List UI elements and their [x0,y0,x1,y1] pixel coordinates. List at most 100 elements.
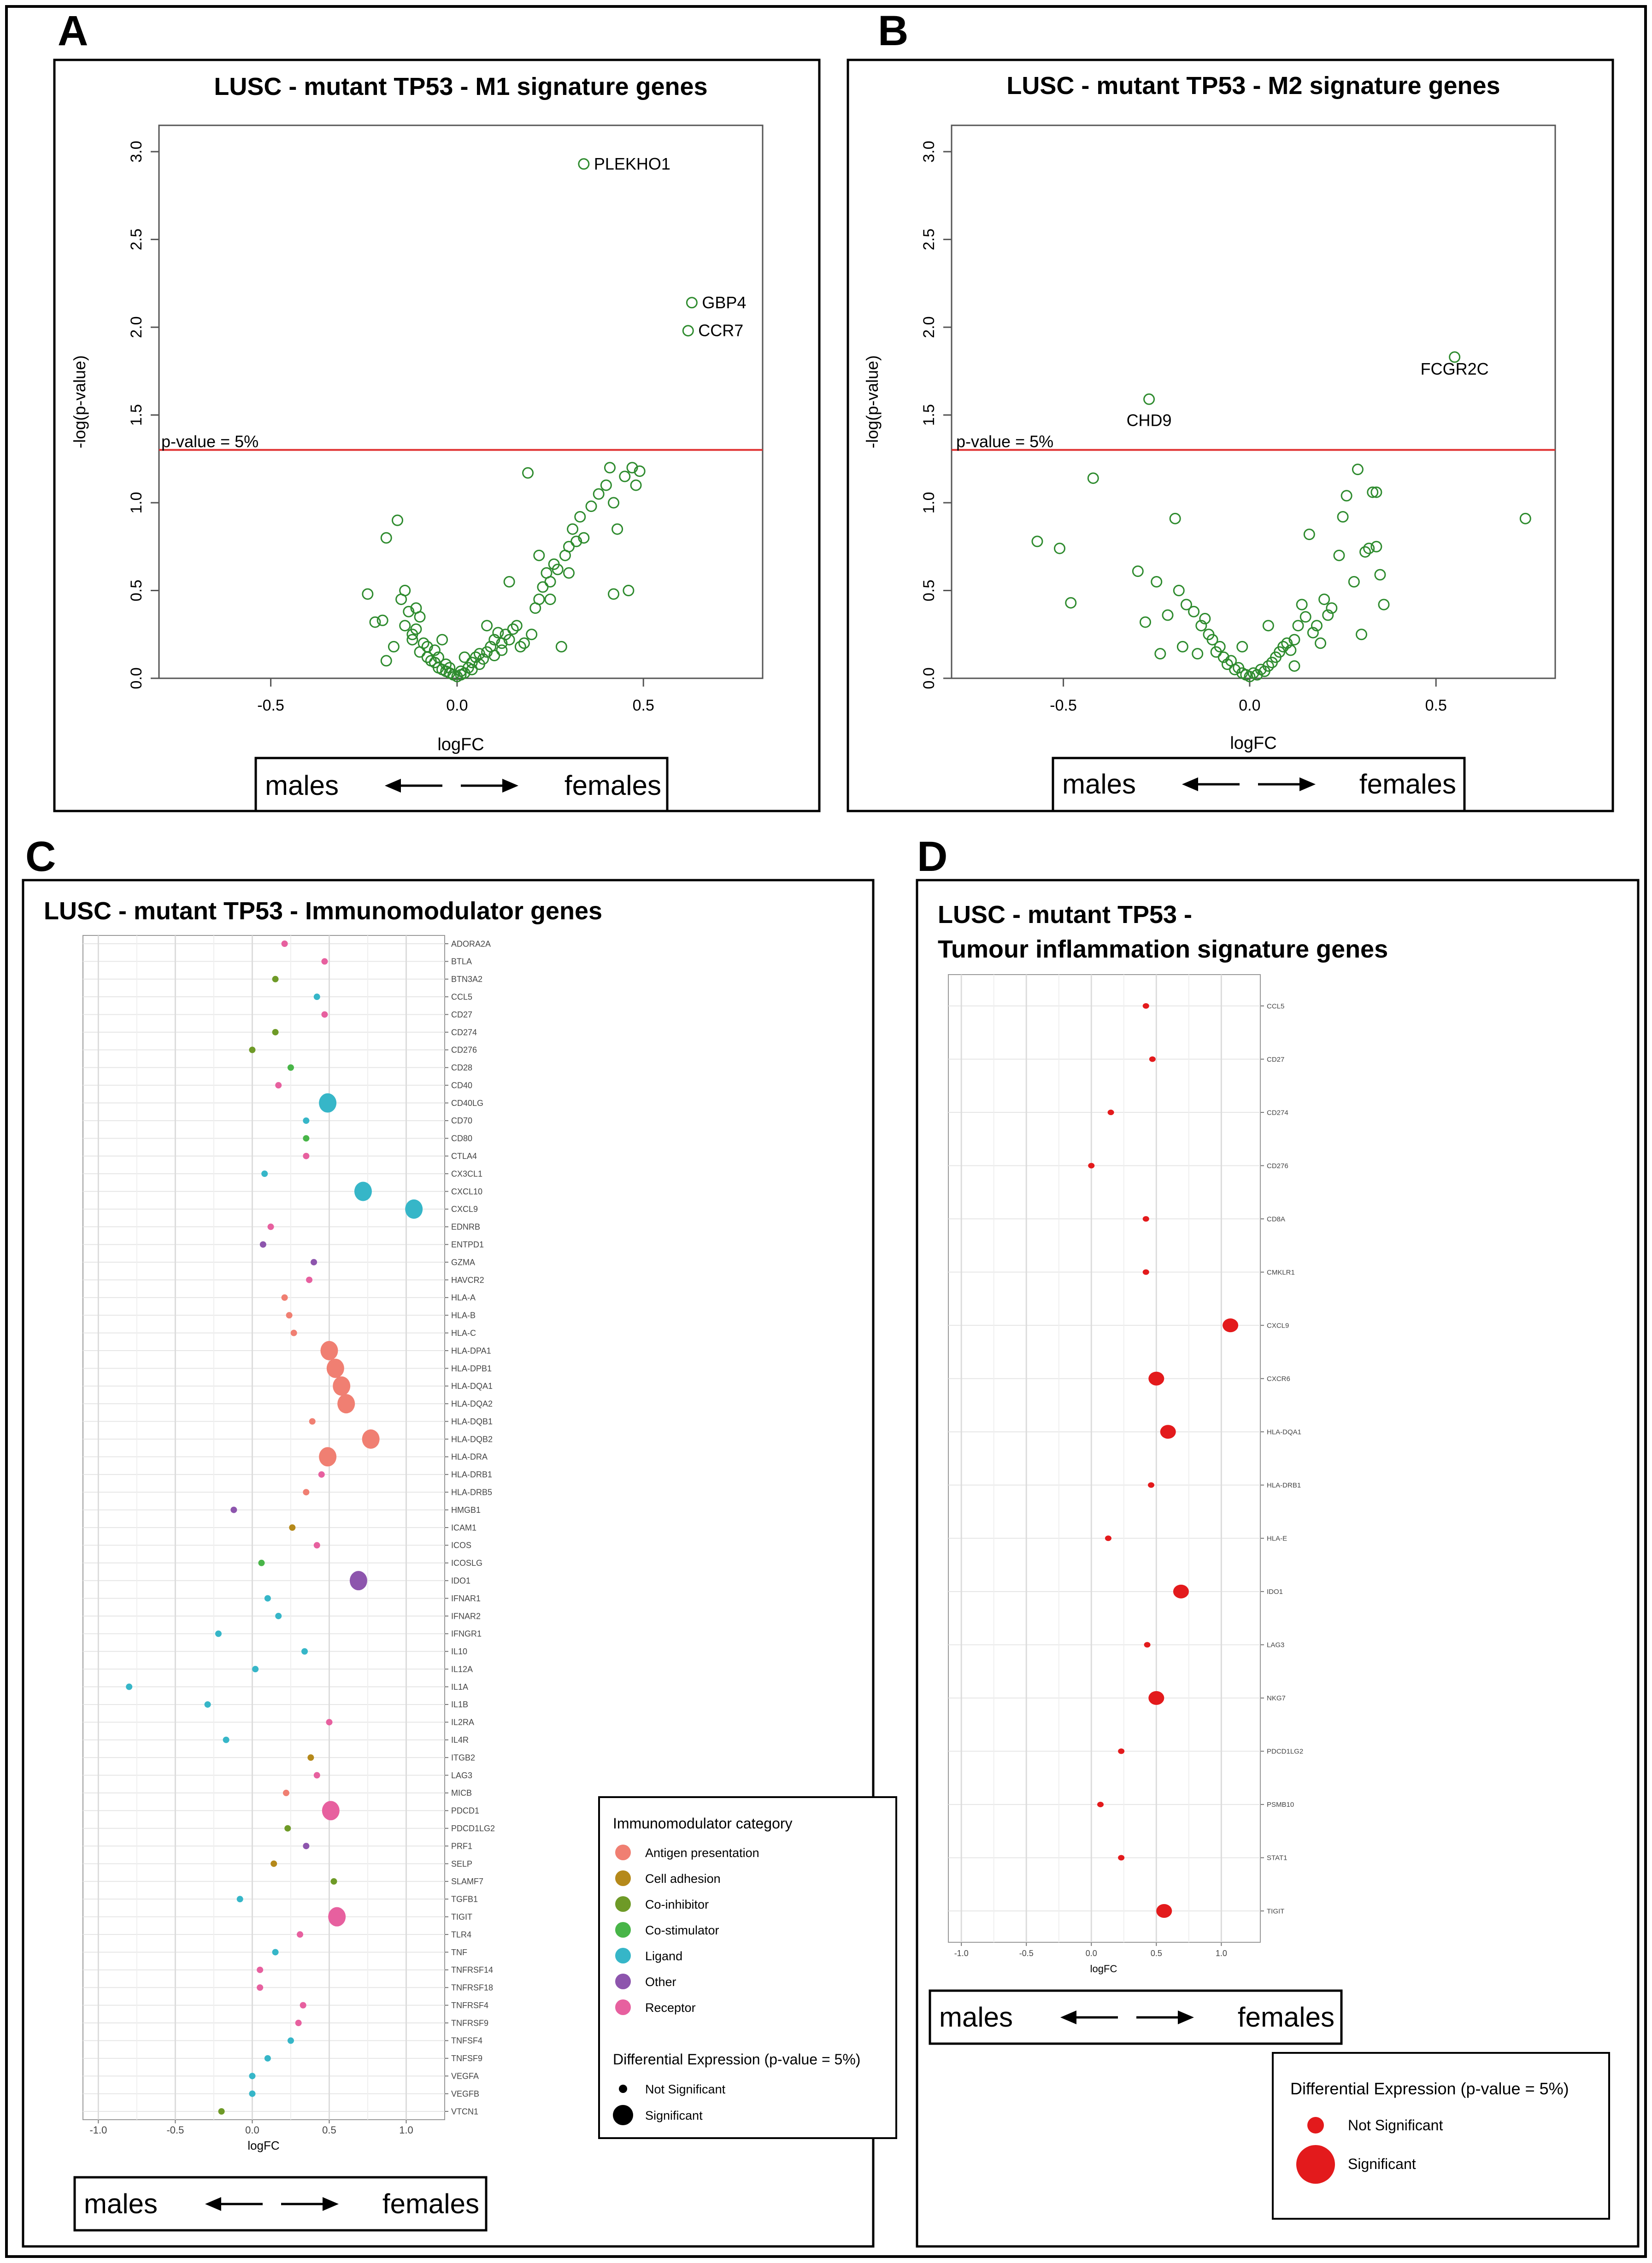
data-point [1322,609,1334,621]
x-tick-label: 0.0 [245,2124,259,2136]
significant-point [1156,1904,1172,1918]
data-point [459,651,470,663]
data-point [272,1949,279,1956]
x-tick-label: 0.5 [322,2124,336,2136]
data-point [1307,627,1319,639]
direction-box-d: males females [929,1989,1343,2045]
data-point [1217,651,1229,663]
data-point [1303,529,1315,541]
data-point [1105,1535,1111,1541]
significant-point [337,1394,355,1414]
data-point [1087,472,1099,484]
y-axis-label-a: -log(p-value) [70,355,89,448]
gene-label: HLA-DQB1 [451,1417,493,1426]
figure-frame [5,5,1647,2258]
gene-label: CD27 [451,1010,472,1019]
y-tick-label: 1.0 [128,492,145,513]
data-point [380,655,392,667]
y-axis-b: 0.0 0.5 1.0 1.5 2.0 2.5 3.0 [920,141,952,689]
data-point [204,1701,211,1708]
gene-label: HLA-B [451,1311,476,1320]
volcano-plot-a: 0.0 0.5 1.0 1.5 2.0 2.5 3.0 -0.5 0.0 0.5 p-value… [70,124,764,754]
data-point [634,465,646,477]
dot-plot-d: -1.0 -0.5 0.0 0.5 1.0 CCL5 CD27 CD274 CD276 CD8A… [948,974,1303,1975]
gene-label: TNFRSF18 [451,1983,493,1993]
grid-c [83,935,445,2120]
significant-point [320,1341,338,1361]
data-point [1195,620,1207,632]
gene-label: IL2RA [451,1718,474,1727]
gene-label: HLA-DQB2 [451,1434,493,1444]
data-point [544,576,556,588]
significant-point [405,1199,423,1219]
data-point [481,620,493,632]
data-point [619,470,631,482]
x-axis-label-d: logFC [1090,1963,1117,1975]
data-point [1151,576,1163,588]
legend-category-label: Ligand [645,1949,682,1963]
data-point [552,564,564,576]
significant-point [1223,1318,1239,1333]
data-point [507,623,519,635]
y-tick-label: 0.0 [128,667,145,689]
significant-point [319,1093,337,1113]
gene-label: VEGFB [451,2089,479,2098]
data-point [295,2020,302,2027]
data-point [1148,1482,1155,1488]
data-point [514,641,526,652]
data-point [249,2073,256,2080]
gene-label: CXCL9 [1267,1322,1289,1329]
data-point [287,1064,294,1071]
data-point [290,1329,297,1336]
gene-label: CD274 [451,1028,477,1037]
data-point [321,958,328,965]
data-point [432,651,444,663]
data-point [544,594,556,605]
plot-area-b [951,124,1556,679]
data-point [287,2037,294,2044]
gene-label: ADORA2A [451,939,491,948]
data-point [306,1276,313,1283]
gene-label: TIGIT [1267,1907,1284,1915]
x-tick-label: -0.5 [1050,697,1077,714]
x-axis-label-c: logFC [247,2139,279,2152]
gene-label: IL12A [451,1664,473,1674]
gene-label: HLA-DPB1 [451,1364,492,1373]
direction-box-c: males females [73,2176,488,2232]
data-point [1173,585,1185,597]
data-point [1142,1003,1149,1009]
threshold-label-b: p-value = 5% [956,432,1053,451]
gene-label: CCL5 [1267,1002,1284,1010]
gene-label: HLA-E [1267,1535,1287,1543]
gene-label: IFNGR1 [451,1629,482,1639]
label-ccr7: CCR7 [698,321,743,340]
legend-swatch [615,1974,631,1989]
panel-d-box [916,879,1640,2248]
significant-point [326,1358,344,1378]
gene-label: CX3CL1 [451,1169,482,1178]
gene-label: SLAMF7 [451,1877,483,1886]
data-point [230,1506,237,1513]
legend-significant-c: Significant [645,2109,703,2122]
data-point [1374,569,1386,581]
significant-point [322,1801,340,1821]
data-point [281,1294,288,1301]
data-point [369,616,381,628]
x-axis-b: -0.5 0.0 0.5 [1050,678,1447,714]
panel-letter-d: D [917,833,947,880]
panel-letter-b: B [878,7,908,54]
legend-category-label: Antigen presentation [645,1846,759,1860]
data-point [376,614,388,626]
data-point [284,1825,291,1832]
data-point [578,158,590,170]
data-point [1311,620,1323,632]
data-point [611,523,623,535]
panel-b: B LUSC - mutant TP53 - M2 signature gene… [847,7,1614,812]
females-label-c: females [382,2188,479,2219]
significant-point [362,1429,380,1449]
data-point [313,1772,320,1779]
legend-category-label: Receptor [645,2001,696,2015]
gene-label: VEGFA [451,2072,479,2081]
legend-significant-d: Significant [1348,2156,1416,2172]
legend-box-c [598,1796,897,2139]
